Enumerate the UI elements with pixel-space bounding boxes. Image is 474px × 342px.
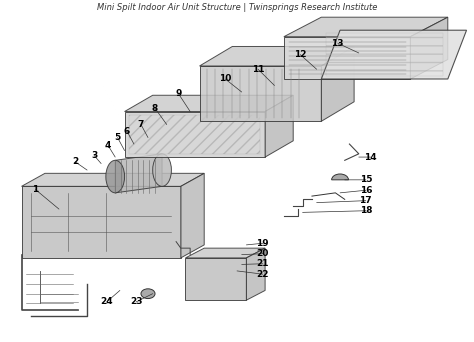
Text: 10: 10 xyxy=(219,75,231,83)
Wedge shape xyxy=(332,174,348,180)
Polygon shape xyxy=(321,30,466,79)
Text: 12: 12 xyxy=(294,50,307,59)
Polygon shape xyxy=(265,95,293,157)
Text: 4: 4 xyxy=(105,141,111,150)
Circle shape xyxy=(141,289,155,299)
Polygon shape xyxy=(21,186,181,258)
Text: 11: 11 xyxy=(252,65,264,74)
Text: 1: 1 xyxy=(32,185,39,194)
Polygon shape xyxy=(284,17,448,37)
Polygon shape xyxy=(21,173,204,186)
Polygon shape xyxy=(284,37,410,79)
Polygon shape xyxy=(125,111,265,157)
Text: 22: 22 xyxy=(256,269,269,279)
Title: Mini Spilt Indoor Air Unit Structure | Twinsprings Research Institute: Mini Spilt Indoor Air Unit Structure | T… xyxy=(97,3,377,12)
Polygon shape xyxy=(200,66,321,121)
Text: 8: 8 xyxy=(152,104,158,113)
Polygon shape xyxy=(410,17,448,79)
Polygon shape xyxy=(200,47,354,66)
Polygon shape xyxy=(125,95,293,111)
Polygon shape xyxy=(181,173,204,258)
Polygon shape xyxy=(185,258,246,300)
Text: 23: 23 xyxy=(130,297,143,306)
Text: 5: 5 xyxy=(114,133,121,142)
Text: 19: 19 xyxy=(256,239,269,248)
Text: 18: 18 xyxy=(360,206,372,215)
Text: 7: 7 xyxy=(138,120,144,129)
Polygon shape xyxy=(321,47,354,121)
Ellipse shape xyxy=(153,154,172,186)
Text: 3: 3 xyxy=(91,151,97,160)
Text: 9: 9 xyxy=(175,89,182,98)
Text: 6: 6 xyxy=(124,127,130,135)
Text: 21: 21 xyxy=(256,259,269,268)
Text: 16: 16 xyxy=(360,186,372,195)
Text: 13: 13 xyxy=(331,39,344,48)
Text: 20: 20 xyxy=(256,249,269,258)
Text: 24: 24 xyxy=(100,297,113,306)
Text: 15: 15 xyxy=(360,175,372,184)
Text: 2: 2 xyxy=(72,157,79,167)
Text: 14: 14 xyxy=(364,153,377,161)
Ellipse shape xyxy=(106,160,125,193)
Polygon shape xyxy=(246,248,265,300)
Polygon shape xyxy=(115,154,162,193)
Polygon shape xyxy=(185,248,265,258)
Text: 17: 17 xyxy=(359,196,372,205)
